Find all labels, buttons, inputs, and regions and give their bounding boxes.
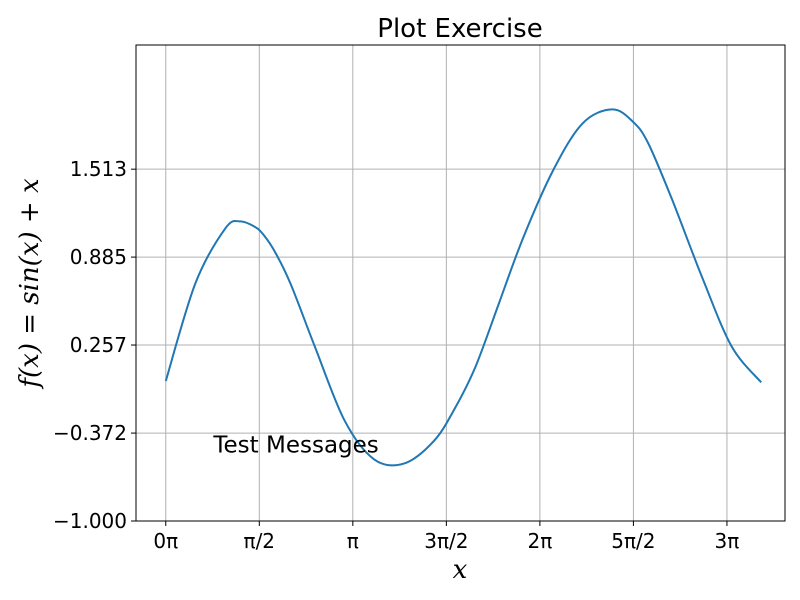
x-axis-label: x <box>453 555 468 585</box>
y-tick-label: 1.513 <box>70 157 127 181</box>
y-tick-label: 0.257 <box>70 333 127 357</box>
series-layer <box>164 108 762 467</box>
chart-title: Plot Exercise <box>377 14 542 44</box>
y-tick-label: 0.885 <box>70 245 127 269</box>
x-tick-label: π/2 <box>244 529 276 553</box>
y-axis-ticks: −1.000 −0.372 0.257 0.885 1.513 <box>53 157 136 533</box>
x-tick-label: 3π/2 <box>424 529 468 553</box>
grid <box>136 45 785 522</box>
series-line <box>164 108 762 467</box>
plot-frame <box>135 44 786 522</box>
x-tick-label: π <box>347 529 359 553</box>
x-tick-label: 3π <box>715 529 740 553</box>
x-tick-label: 0π <box>153 529 178 553</box>
y-axis-label: f(x) = sin(x) + x <box>15 178 45 390</box>
annotation-text: Test Messages <box>212 432 378 458</box>
y-tick-label: −0.372 <box>53 421 127 445</box>
x-axis-ticks: 0π π/2 π 3π/2 2π 5π/2 3π <box>153 521 739 553</box>
y-tick-label: −1.000 <box>53 509 127 533</box>
x-tick-label: 5π/2 <box>611 529 655 553</box>
x-tick-label: 2π <box>527 529 552 553</box>
